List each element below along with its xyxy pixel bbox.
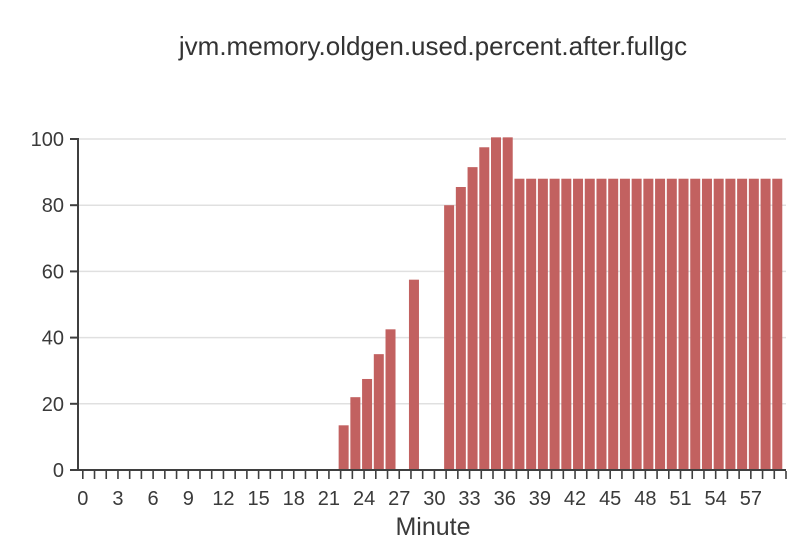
bar bbox=[549, 178, 560, 469]
y-tick-label: 80 bbox=[42, 195, 64, 217]
x-tick-label: 30 bbox=[423, 488, 445, 510]
bar bbox=[666, 178, 677, 469]
bar bbox=[537, 178, 548, 469]
x-tick-label: 48 bbox=[634, 488, 656, 510]
x-tick-label: 42 bbox=[564, 488, 586, 510]
x-tick-label: 36 bbox=[494, 488, 516, 510]
bar bbox=[373, 354, 384, 469]
bar bbox=[561, 178, 572, 469]
x-tick-label: 51 bbox=[669, 488, 691, 510]
bar bbox=[362, 378, 373, 469]
x-tick-label: 18 bbox=[283, 488, 305, 510]
bar bbox=[491, 137, 501, 469]
x-tick-label: 39 bbox=[529, 488, 551, 510]
x-tick-label: 21 bbox=[318, 488, 340, 510]
bar bbox=[385, 329, 396, 469]
bar bbox=[514, 178, 525, 469]
bar bbox=[502, 137, 513, 469]
bar bbox=[772, 178, 783, 469]
bar bbox=[678, 178, 689, 469]
y-tick-label: 60 bbox=[42, 261, 64, 283]
x-tick-label: 3 bbox=[112, 488, 123, 510]
x-tick-label: 54 bbox=[705, 488, 727, 510]
bar bbox=[643, 178, 654, 469]
bar bbox=[701, 178, 712, 469]
x-tick-label: 24 bbox=[353, 488, 375, 510]
y-tick-label: 40 bbox=[42, 328, 64, 350]
bar bbox=[573, 178, 584, 469]
bar bbox=[455, 186, 466, 469]
y-tick-label: 20 bbox=[42, 394, 64, 416]
bar bbox=[408, 279, 419, 469]
bar bbox=[608, 178, 619, 469]
bar bbox=[619, 178, 630, 469]
bar bbox=[631, 178, 642, 469]
x-tick-label: 57 bbox=[740, 488, 762, 510]
x-tick-label: 0 bbox=[77, 488, 88, 510]
bar bbox=[655, 178, 666, 469]
bar bbox=[760, 178, 771, 469]
bar bbox=[690, 178, 701, 469]
bar bbox=[467, 167, 478, 469]
x-axis-title: Minute bbox=[395, 513, 471, 541]
bar bbox=[596, 178, 607, 469]
x-tick-label: 9 bbox=[183, 488, 194, 510]
x-tick-label: 45 bbox=[599, 488, 621, 510]
chart-title: jvm.memory.oldgen.used.percent.after.ful… bbox=[178, 31, 688, 61]
x-tick-label: 6 bbox=[148, 488, 159, 510]
y-tick-label: 100 bbox=[31, 129, 64, 151]
bar bbox=[725, 178, 736, 469]
x-tick-label: 12 bbox=[212, 488, 234, 510]
bar bbox=[444, 205, 455, 469]
bar bbox=[584, 178, 595, 469]
bar bbox=[338, 425, 349, 469]
bar bbox=[713, 178, 724, 469]
y-tick-label: 0 bbox=[53, 460, 64, 482]
bar bbox=[479, 147, 490, 469]
x-tick-label: 15 bbox=[247, 488, 269, 510]
x-tick-label: 27 bbox=[388, 488, 410, 510]
bar bbox=[737, 178, 748, 469]
x-tick-label: 33 bbox=[458, 488, 480, 510]
bar bbox=[526, 178, 537, 469]
bar bbox=[748, 178, 759, 469]
bar bbox=[350, 397, 361, 469]
